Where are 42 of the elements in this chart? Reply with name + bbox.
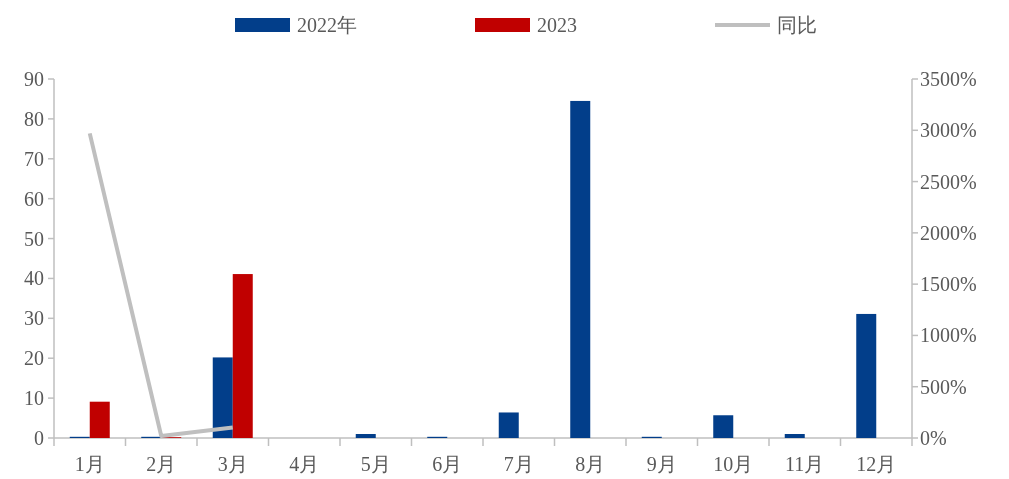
legend-label: 同比: [777, 14, 817, 36]
x-tick-label: 1月: [74, 453, 105, 475]
y2-tick-label: 0%: [920, 427, 947, 449]
bar: [355, 434, 376, 438]
legend-label: 2023: [537, 14, 577, 36]
x-tick-label: 7月: [503, 453, 534, 475]
bar: [232, 274, 253, 438]
x-tick-label: 2月: [146, 453, 177, 475]
y-tick-label: 90: [24, 68, 44, 90]
y2-tick-label: 3500%: [920, 68, 977, 90]
bar: [212, 357, 233, 438]
x-tick-label: 4月: [289, 453, 320, 475]
y2-tick-label: 500%: [920, 375, 967, 398]
y-tick-label: 50: [24, 227, 44, 250]
x-tick-label: 10月: [713, 453, 754, 475]
x-tick-label: 3月: [217, 453, 248, 475]
x-tick-label: 9月: [646, 453, 677, 475]
y-tick-label: 40: [24, 267, 44, 290]
y-tick-label: 30: [24, 307, 44, 330]
y2-tick-label: 2500%: [920, 170, 977, 193]
x-tick-label: 8月: [575, 453, 606, 475]
bar: [784, 434, 805, 438]
y2-tick-label: 2000%: [920, 221, 977, 244]
bar: [856, 313, 877, 438]
y-tick-label: 70: [24, 147, 44, 170]
y2-tick-label: 3000%: [920, 119, 977, 142]
y-tick-label: 60: [24, 187, 44, 210]
y-tick-label: 10: [24, 387, 44, 410]
bar: [713, 415, 734, 438]
x-tick-label: 5月: [360, 453, 391, 475]
bar: [570, 100, 591, 438]
x-tick-label: 12月: [856, 453, 897, 475]
x-tick-label: 11月: [785, 453, 825, 475]
y-tick-label: 0: [34, 427, 44, 449]
y-tick-label: 20: [24, 347, 44, 370]
y2-tick-label: 1000%: [920, 324, 977, 347]
y-tick-label: 80: [24, 107, 44, 130]
bar: [498, 412, 519, 438]
bar: [89, 401, 110, 438]
legend-label: 2022年: [297, 14, 357, 36]
x-tick-label: 6月: [432, 453, 463, 475]
y2-tick-label: 1500%: [920, 273, 977, 296]
